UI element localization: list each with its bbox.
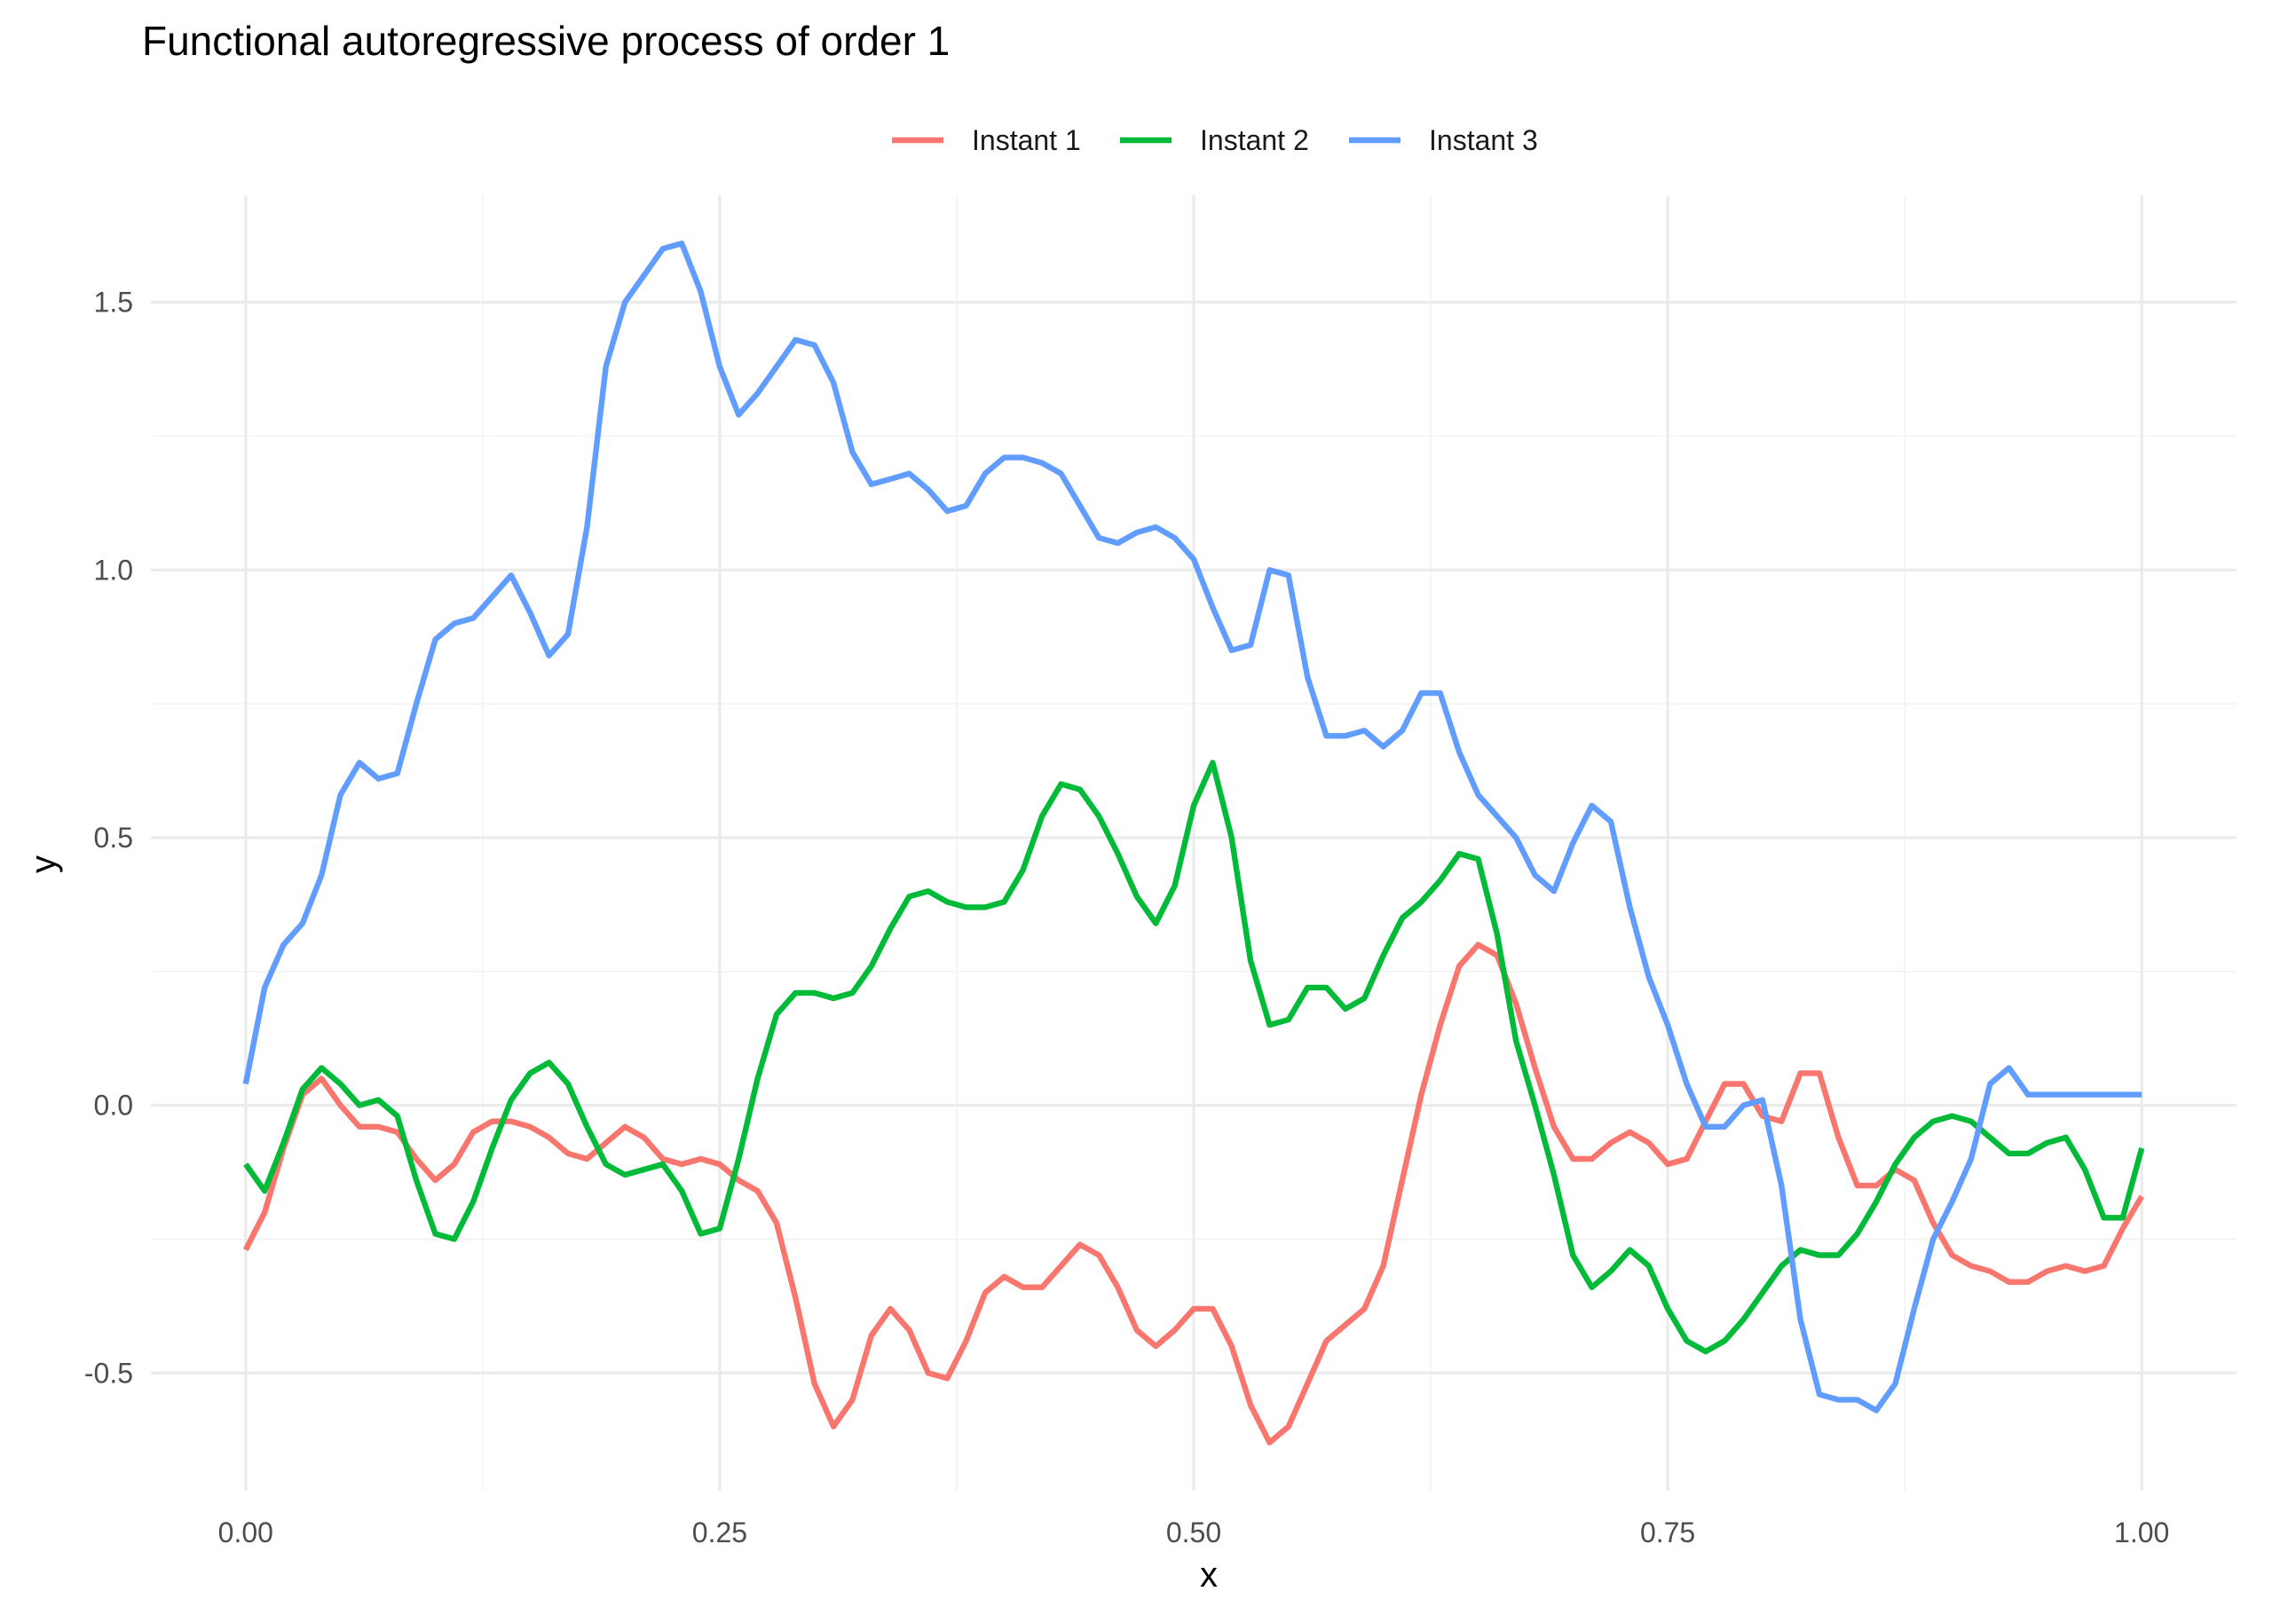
x-tick-label: 0.50	[1166, 1517, 1221, 1548]
y-axis-title: y	[24, 855, 63, 873]
x-tick-label: 1.00	[2114, 1517, 2169, 1548]
legend-label-instant-3: Instant 3	[1429, 124, 1538, 156]
chart-title: Functional autoregressive process of ord…	[142, 18, 950, 64]
x-tick-label: 0.25	[692, 1517, 747, 1548]
series-group	[242, 240, 2145, 1446]
grid	[151, 195, 2237, 1491]
series-line-instant-3	[242, 240, 2142, 1414]
x-axis-title: x	[1200, 1556, 1218, 1595]
legend: Instant 1 Instant 2 Instant 3	[892, 124, 1538, 156]
y-tick-label: 0.0	[94, 1090, 133, 1122]
series-line-instant-2	[243, 760, 2145, 1355]
legend-label-instant-1: Instant 1	[972, 124, 1081, 156]
x-axis-ticks: 0.00 0.25 0.50 0.75 1.00	[218, 1517, 2170, 1548]
x-tick-label: 0.00	[218, 1517, 273, 1548]
y-tick-label: 0.5	[94, 822, 133, 854]
series-line-instant-1	[242, 941, 2144, 1446]
y-tick-label: -0.5	[84, 1357, 133, 1389]
x-tick-label: 0.75	[1640, 1517, 1695, 1548]
legend-label-instant-2: Instant 2	[1200, 124, 1309, 156]
y-axis-ticks: -0.5 0.0 0.5 1.0 1.5	[84, 287, 133, 1390]
y-tick-label: 1.5	[94, 287, 133, 319]
y-tick-label: 1.0	[94, 554, 133, 586]
